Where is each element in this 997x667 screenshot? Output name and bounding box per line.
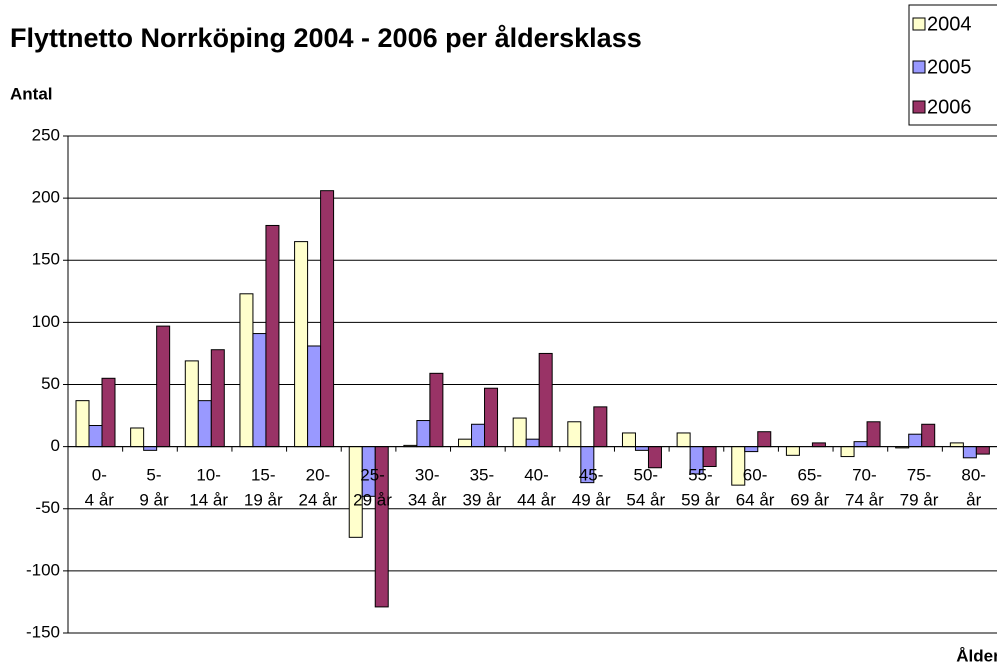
bar [239,293,254,448]
bar [676,432,691,448]
bar [294,241,309,448]
bar [210,349,225,448]
legend-label: 2004 [927,13,972,35]
x-tick-label: 50-54 år [626,466,665,510]
y-tick-label: 0 [51,436,60,455]
x-tick-label: 0-4 år [85,466,115,510]
x-tick-label: 60-64 år [736,466,775,510]
x-tick-label: 15-19 år [244,466,283,510]
chart-title: Flyttnetto Norrköping 2004 - 2006 per ål… [10,23,642,53]
bar [320,190,335,448]
legend-swatch [912,100,926,114]
x-tick-label: 40-44 år [517,466,556,510]
y-tick-label: 250 [32,125,60,144]
bar [621,432,636,448]
bar [88,425,103,448]
bar [484,387,499,448]
x-tick-label: 80-år [961,466,986,510]
y-tick-label: 150 [32,250,60,269]
y-axis-title: Antal [10,84,53,103]
bar [744,446,759,453]
x-tick-label: 35-39 år [462,466,501,510]
bar [593,406,608,448]
bar [130,427,145,448]
x-tick-label: 75-79 år [900,466,939,510]
y-tick-label: 100 [32,312,60,331]
bar [538,352,553,448]
bar [458,438,473,448]
bar [975,446,990,455]
bar [75,400,90,448]
x-tick-label: 70-74 år [845,466,884,510]
bar [265,224,280,448]
bar [634,446,649,451]
x-axis-title: Ålder [956,646,997,665]
bar [757,431,772,448]
y-tick-label: -50 [35,498,60,517]
bar [197,400,212,448]
bar [785,446,800,456]
y-tick-label: 50 [41,374,60,393]
legend-swatch [912,60,926,74]
bar [101,377,116,448]
bar [908,433,923,448]
bar [840,446,855,458]
legend-swatch [912,17,926,31]
x-tick-label: 25-29 år [353,466,392,510]
x-tick-label: 20-24 år [299,466,338,510]
y-tick-label: 200 [32,188,60,207]
bar [853,441,868,448]
legend-label: 2005 [927,56,972,78]
bar [416,420,431,448]
bar [811,442,826,448]
bar [866,421,881,448]
bar [156,325,171,448]
x-tick-label: 5-9 år [139,466,169,510]
bar [307,345,322,448]
y-tick-label: -150 [26,622,60,641]
x-tick-label: 10-14 år [189,466,228,510]
bar [949,442,964,448]
y-tick-label: -100 [26,560,60,579]
bar [429,372,444,448]
bar [962,446,977,459]
bar [471,423,486,448]
x-tick-label: 30-34 år [408,466,447,510]
x-tick-label: 55-59 år [681,466,720,510]
x-tick-label: 65-69 år [790,466,829,510]
bar [525,438,540,448]
legend-label: 2006 [927,96,972,118]
bar [702,446,717,468]
bar [143,446,158,451]
bar [512,417,527,448]
bar [567,421,582,448]
x-tick-label: 45-49 år [572,466,611,510]
bar [252,333,267,448]
bar [184,360,199,448]
bar [647,446,662,469]
bar [921,423,936,448]
